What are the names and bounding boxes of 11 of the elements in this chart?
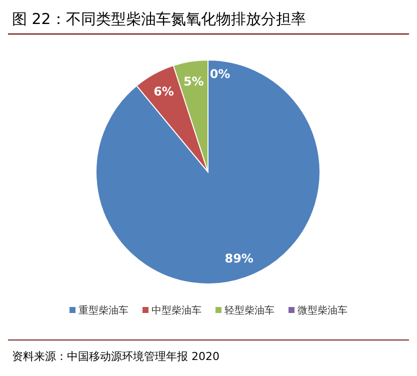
data-label: 89% xyxy=(224,251,254,266)
data-label: 5% xyxy=(183,74,204,88)
pie-slice xyxy=(96,60,320,284)
chart-title: 图 22：不同类型柴油车氮氧化物排放分担率 xyxy=(12,10,306,28)
legend-label: 微型柴油车 xyxy=(298,304,348,316)
text: 资料来源：中国移动源环境管理年报 2020 xyxy=(12,350,220,363)
legend-label: 中型柴油车 xyxy=(152,304,202,316)
data-label: 6% xyxy=(154,84,174,99)
text: 0% xyxy=(210,67,230,81)
legend-label: 重型柴油车 xyxy=(78,304,128,316)
legend-label: 轻型柴油车 xyxy=(224,304,274,316)
